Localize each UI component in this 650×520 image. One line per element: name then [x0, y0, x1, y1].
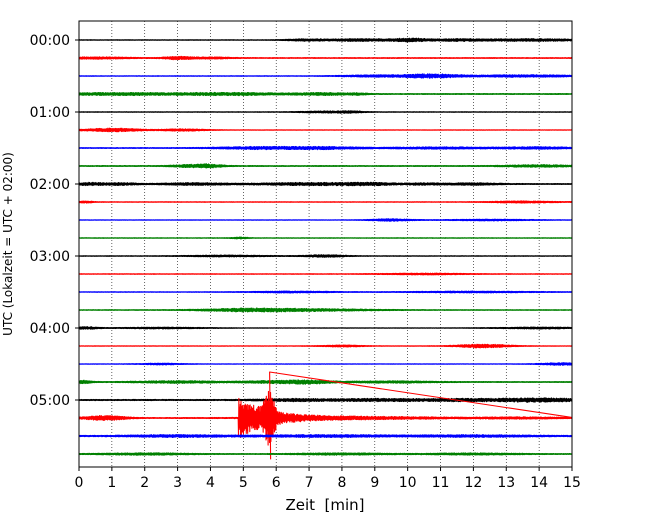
- trace-line: [79, 218, 572, 222]
- y-tick-label: 04:00: [30, 321, 70, 337]
- trace-line: [79, 55, 572, 61]
- trace-line: [79, 163, 572, 169]
- seismogram-traces: [79, 37, 572, 460]
- trace-line: [79, 200, 572, 204]
- y-tick-label: 05:00: [30, 393, 70, 409]
- trace-line: [79, 307, 572, 313]
- trace-line: [79, 343, 572, 349]
- x-tick-label: 1: [107, 475, 116, 491]
- x-tick-label: 6: [272, 475, 281, 491]
- x-tick-label: 7: [305, 475, 314, 491]
- x-tick-label: 8: [337, 475, 346, 491]
- trace-line: [79, 371, 572, 460]
- trace-line: [79, 452, 572, 456]
- x-tick-label: 9: [370, 475, 379, 491]
- x-tick-label: 4: [206, 475, 215, 491]
- y-tick-label: 00:00: [30, 33, 70, 49]
- x-tick-label: 11: [432, 475, 450, 491]
- y-axis-ticks: 00:00 01:00 02:00 03:00 04:00 05:00: [30, 33, 79, 409]
- trace-line: [79, 236, 572, 240]
- trace-line: [79, 254, 572, 258]
- trace-line: [79, 110, 572, 114]
- trace-line: [79, 433, 572, 439]
- trace-line: [79, 362, 572, 366]
- trace-line: [79, 145, 572, 151]
- trace-line: [79, 91, 572, 97]
- y-tick-label: 03:00: [30, 249, 70, 265]
- trace-line: [79, 127, 572, 133]
- trace-line: [79, 397, 572, 403]
- x-tick-label: 13: [497, 475, 515, 491]
- x-tick-label: 14: [530, 475, 548, 491]
- plot-frame: [78, 20, 573, 468]
- vertical-grid: [111, 21, 540, 467]
- x-tick-label: 15: [563, 475, 581, 491]
- trace-line: [79, 181, 572, 187]
- trace-line: [79, 272, 572, 276]
- x-axis-label: Zeit [min]: [285, 496, 364, 514]
- y-tick-label: 02:00: [30, 177, 70, 193]
- x-axis-ticks: 0 1 2 3 4 5 6 7 8 9 10 11 12 13 14 15: [75, 467, 581, 491]
- x-tick-label: 12: [464, 475, 482, 491]
- y-tick-label: 01:00: [30, 105, 70, 121]
- x-tick-label: 3: [173, 475, 182, 491]
- x-tick-label: 0: [75, 475, 84, 491]
- trace-line: [79, 290, 572, 294]
- x-tick-label: 2: [140, 475, 149, 491]
- trace-line: [79, 326, 572, 330]
- y-axis-label: UTC (Lokalzeit = UTC + 02:00): [1, 152, 15, 336]
- x-tick-label: 10: [399, 475, 417, 491]
- x-tick-label: 5: [239, 475, 248, 491]
- trace-line: [79, 37, 572, 43]
- trace-line: [79, 73, 572, 79]
